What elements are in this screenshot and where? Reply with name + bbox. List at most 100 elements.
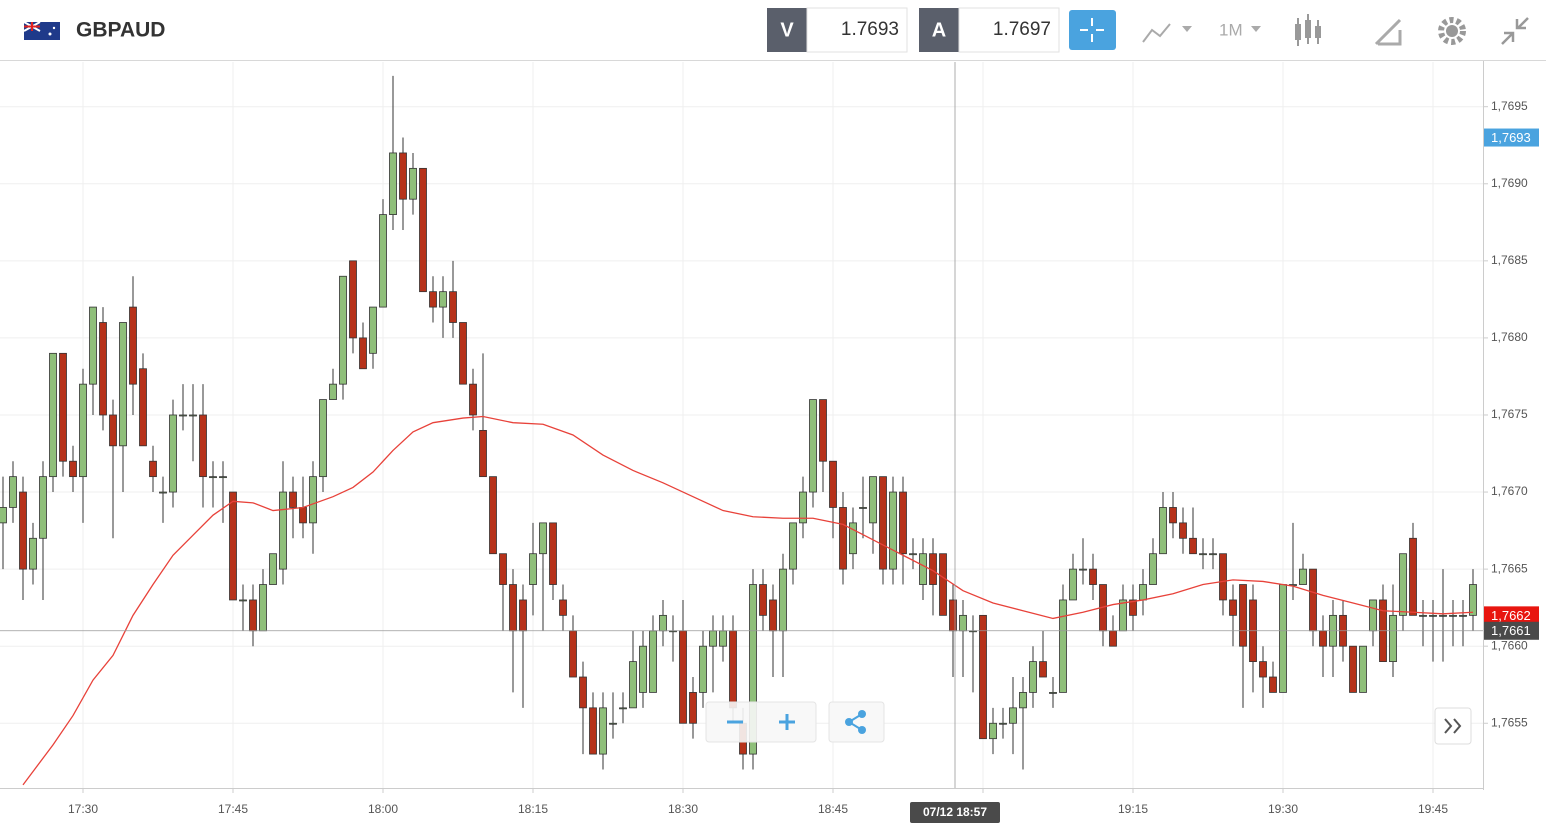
candle-body xyxy=(299,507,307,524)
candle-body xyxy=(589,707,597,755)
candle-body xyxy=(479,429,487,478)
candle-body xyxy=(1179,522,1187,539)
candle-body xyxy=(1389,614,1397,663)
share-button[interactable] xyxy=(845,710,866,734)
candle-body xyxy=(469,383,477,416)
candle-body xyxy=(1449,614,1457,617)
candle-body xyxy=(79,383,87,478)
zoom-in[interactable] xyxy=(779,714,795,730)
candle-body xyxy=(1429,614,1437,617)
candle-body xyxy=(919,553,927,585)
candle-body xyxy=(439,291,447,308)
candle-body xyxy=(99,322,107,416)
candle-body xyxy=(369,306,377,354)
candle-body xyxy=(229,491,237,601)
candle-body xyxy=(1409,537,1417,616)
candle-body xyxy=(839,507,847,570)
candle-body xyxy=(1159,507,1167,555)
candle-body xyxy=(1349,645,1357,693)
settings-button[interactable] xyxy=(1438,17,1466,45)
x-tick-label: 19:15 xyxy=(1118,802,1148,816)
candle-body xyxy=(939,553,947,616)
candle-body xyxy=(1069,568,1077,601)
candle-body xyxy=(799,491,807,524)
plot xyxy=(0,75,1477,786)
candle-body xyxy=(189,414,197,417)
candle-body xyxy=(1399,553,1407,616)
candle-body xyxy=(409,167,417,200)
candle-body xyxy=(1149,553,1157,585)
price-marker xyxy=(1484,606,1539,625)
y-tick-label: 1,7695 xyxy=(1491,99,1528,113)
candle-body xyxy=(629,661,637,709)
ask-letter: A xyxy=(932,19,946,41)
candle-body xyxy=(39,476,47,539)
candle-body xyxy=(899,491,907,555)
timeframe[interactable]: 1M xyxy=(1219,20,1243,39)
candle-body xyxy=(129,306,137,385)
x-tick-label: 19:30 xyxy=(1268,802,1298,816)
candle-body xyxy=(759,584,767,616)
dropdown xyxy=(1251,26,1261,32)
collapse-button[interactable] xyxy=(1501,17,1529,45)
candle-body xyxy=(1109,630,1117,647)
scroll-box xyxy=(1434,707,1472,745)
candle-body xyxy=(339,275,347,385)
price-marker-label: 1,7661 xyxy=(1491,623,1531,638)
candle-body xyxy=(179,414,187,417)
candle-body xyxy=(9,476,17,508)
candle-body xyxy=(329,383,337,400)
zoom-controls xyxy=(705,701,1472,745)
moving-average xyxy=(22,415,1474,786)
candle-body xyxy=(869,476,877,524)
candle-body xyxy=(1049,692,1057,694)
candle-body xyxy=(649,630,657,693)
price-marker-label: 1,7693 xyxy=(1491,130,1531,145)
bid-button[interactable] xyxy=(767,8,807,52)
bid-letter: V xyxy=(780,19,794,41)
candle-body xyxy=(29,537,37,570)
candle-body xyxy=(1079,568,1087,571)
candle-body xyxy=(319,399,327,478)
price-marker xyxy=(1484,621,1539,640)
candle-body xyxy=(149,460,157,478)
draw-button[interactable] xyxy=(1374,18,1402,46)
candle-body xyxy=(139,368,147,447)
candle-body xyxy=(379,214,387,308)
candle-body xyxy=(1469,584,1477,616)
candle-body xyxy=(1269,676,1277,693)
chart-type-button[interactable] xyxy=(1295,14,1321,46)
candle-body xyxy=(529,553,537,585)
candle-body xyxy=(769,599,777,632)
candle-body xyxy=(1359,645,1367,693)
candle-body xyxy=(1199,553,1207,556)
candle-body xyxy=(619,707,627,710)
candle-body xyxy=(1259,661,1267,678)
candle-body xyxy=(109,414,117,447)
candle-body xyxy=(699,645,707,693)
candle-body xyxy=(1439,614,1447,617)
ask-button[interactable] xyxy=(919,8,959,52)
x-tick-label: 18:15 xyxy=(518,802,548,816)
candle-body xyxy=(1309,568,1317,632)
y-tick-label: 1,7680 xyxy=(1491,330,1528,344)
candle-body xyxy=(819,399,827,462)
candle-body xyxy=(889,491,897,570)
candle-body xyxy=(599,707,607,755)
y-tick-label: 1,7660 xyxy=(1491,638,1528,652)
candle-body xyxy=(459,322,467,385)
dropdown xyxy=(1182,26,1192,32)
indicator-button[interactable] xyxy=(1142,23,1171,43)
candle-body xyxy=(579,676,587,709)
crosshair-button[interactable] xyxy=(1069,10,1116,50)
x-tick-label: 17:30 xyxy=(68,802,98,816)
candle-body xyxy=(1019,692,1027,709)
candle-body xyxy=(849,522,857,555)
candle-body xyxy=(489,476,497,555)
scroll-right[interactable] xyxy=(1444,718,1462,734)
candle-body xyxy=(269,553,277,585)
price-marker xyxy=(1484,128,1539,147)
bid-price: 1.7693 xyxy=(841,19,899,40)
x-tick-label: 18:00 xyxy=(368,802,398,816)
